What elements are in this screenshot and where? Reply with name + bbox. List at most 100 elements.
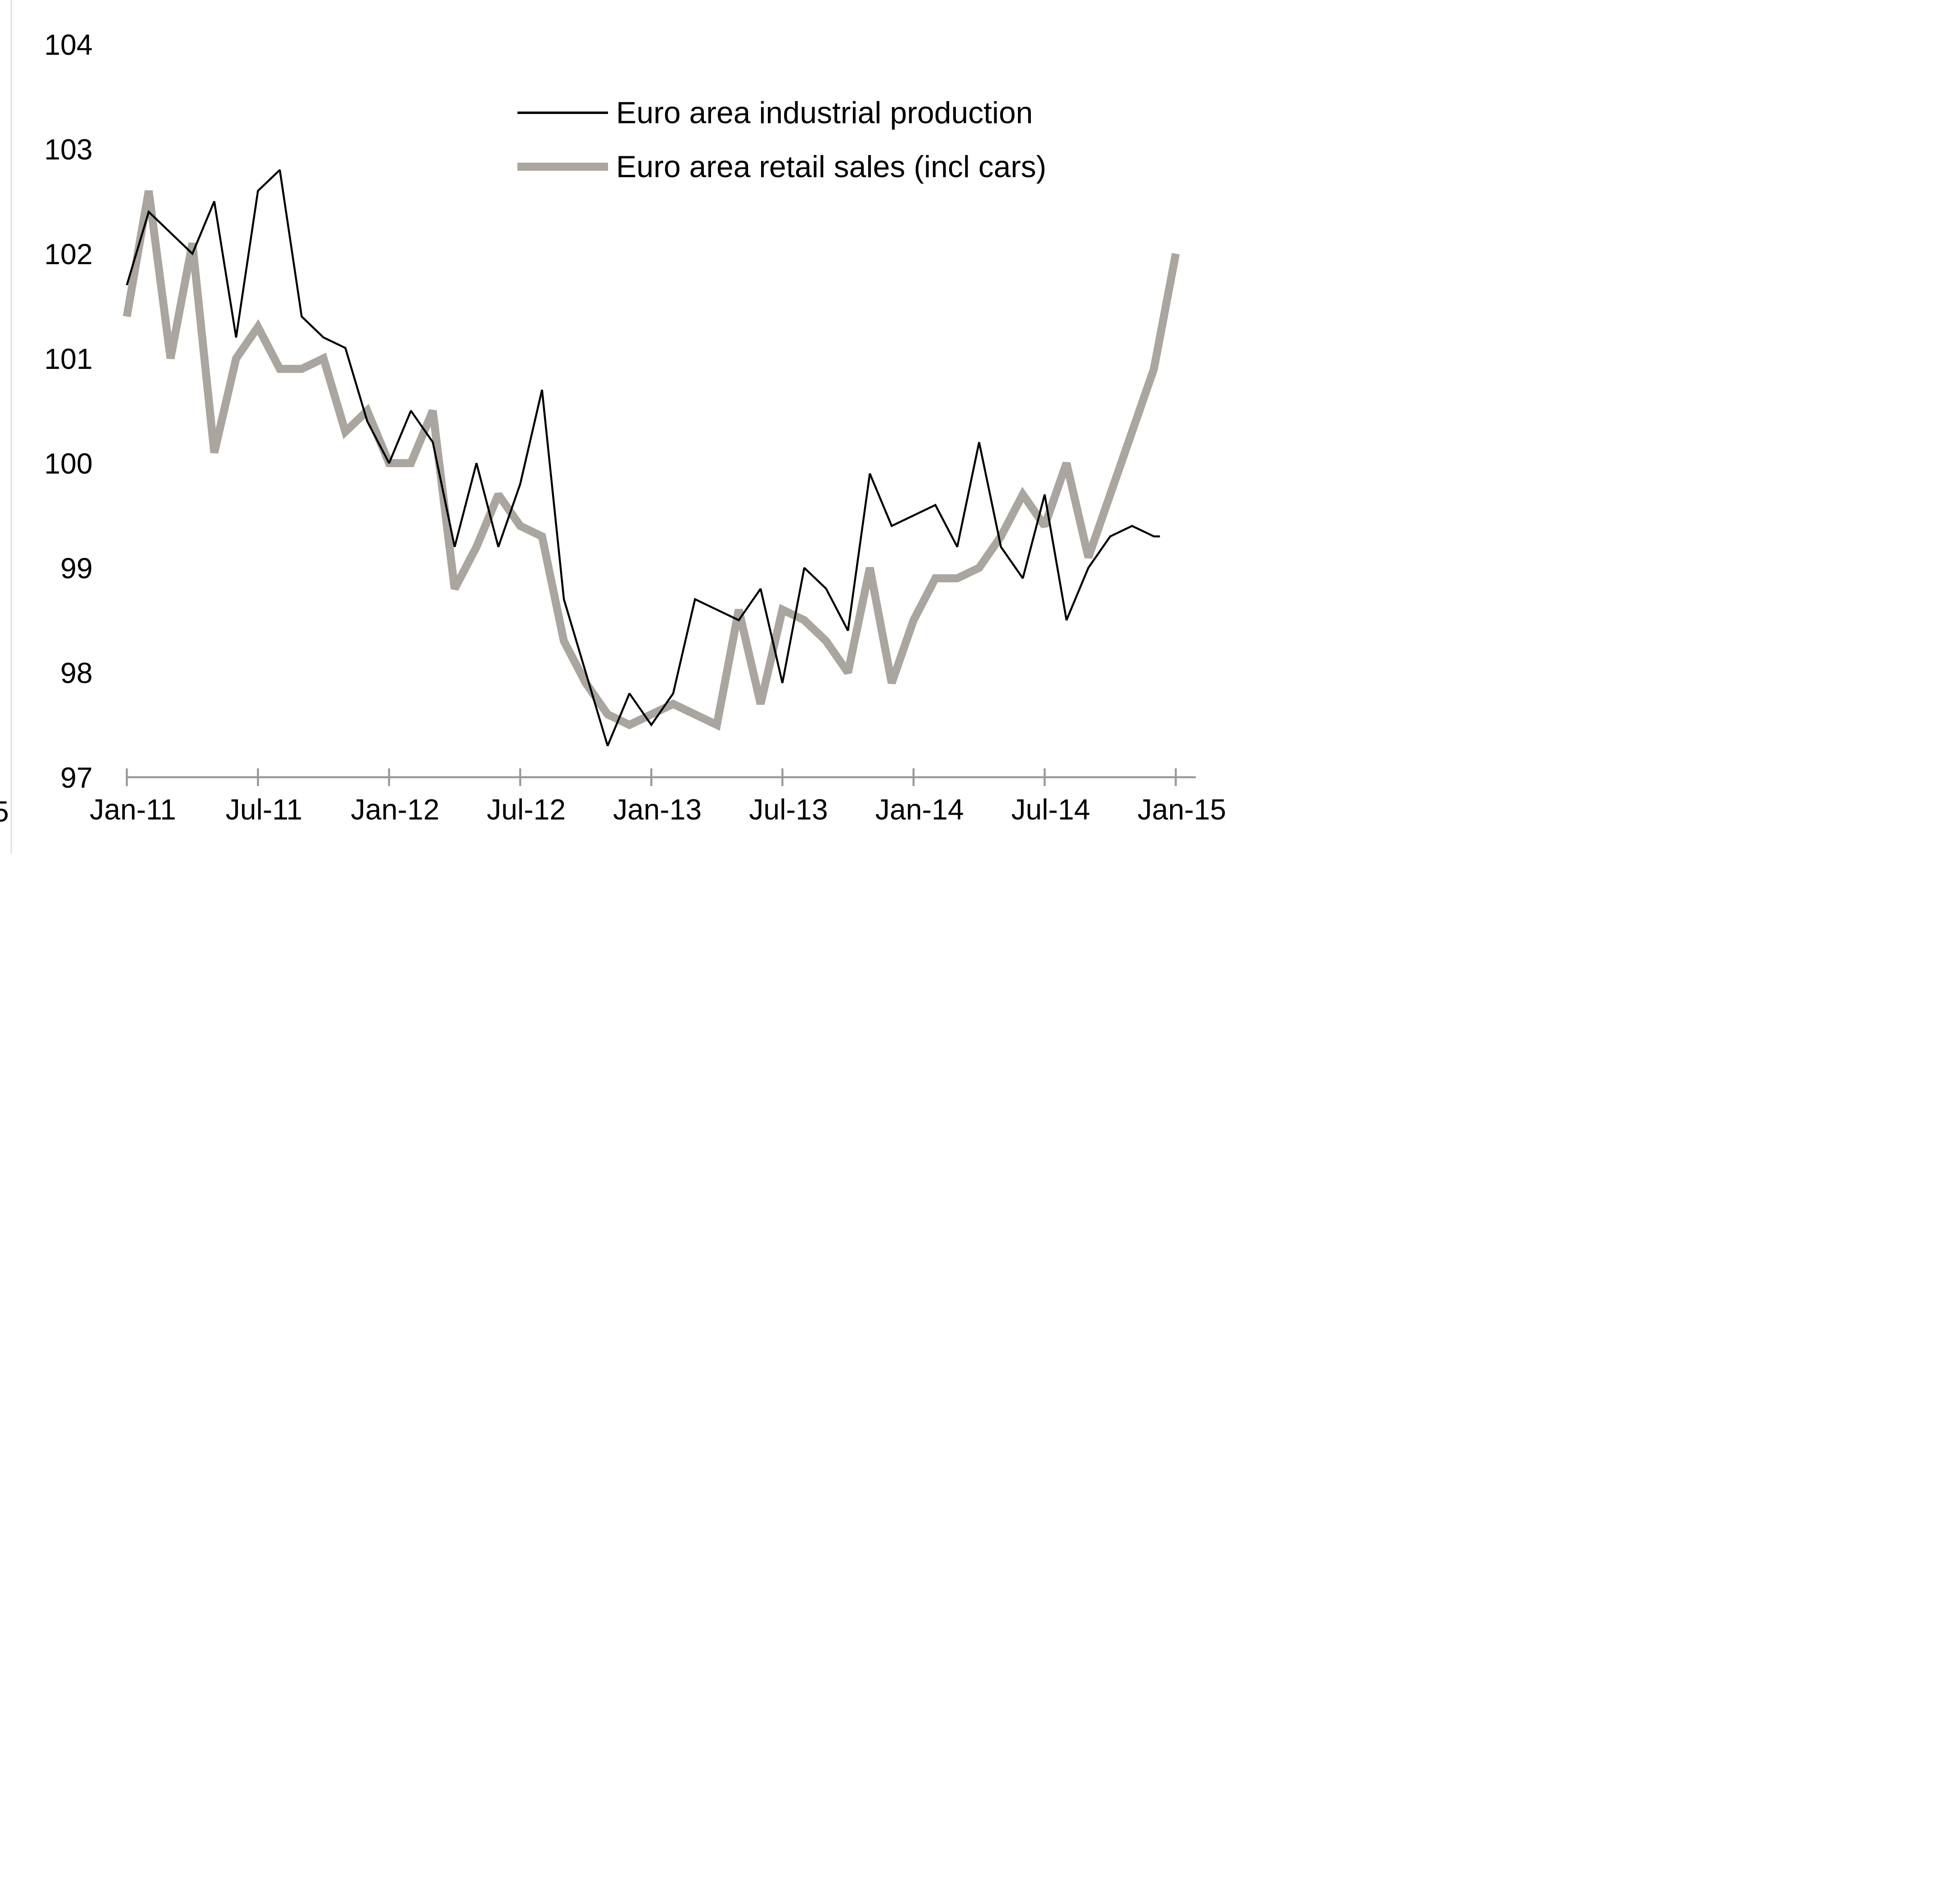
data-point-industrial-production [629, 693, 630, 694]
y-tick-label: 102 [44, 238, 93, 271]
legend-label-industrial-production: Euro area industrial production [616, 96, 1033, 130]
data-point-retail-sales [956, 577, 958, 579]
data-point-industrial-production [213, 201, 215, 202]
data-point-industrial-production [192, 253, 193, 255]
data-point-industrial-production [235, 337, 237, 338]
data-point-industrial-production [1022, 577, 1024, 579]
legend-label-retail-sales: Euro area retail sales (incl cars) [616, 150, 1047, 184]
data-point-industrial-production [738, 619, 740, 621]
x-tick-label: Jul-11 [225, 794, 302, 826]
y-axis-tick-labels: 97 98 99 100 101 102 103 104 [44, 29, 93, 794]
y-tick-label: 103 [44, 134, 93, 166]
data-point-retail-sales [366, 410, 368, 412]
data-point-retail-sales [148, 190, 149, 192]
data-point-industrial-production [126, 284, 128, 286]
data-point-industrial-production [782, 682, 783, 684]
data-point-industrial-production [825, 588, 827, 590]
data-point-industrial-production [432, 441, 434, 443]
x-axis-ticks [126, 768, 1177, 786]
data-point-industrial-production [170, 232, 172, 234]
data-point-retail-sales [1131, 431, 1133, 433]
x-tick-label: Jul-14 [1011, 794, 1090, 826]
data-point-industrial-production [935, 504, 936, 506]
series-line-retail-sales [123, 190, 1180, 731]
data-point-industrial-production [519, 483, 521, 485]
data-point-industrial-production [1109, 536, 1111, 537]
data-point-industrial-production [891, 525, 893, 527]
x-tick-label: Jul-13 [749, 794, 828, 826]
data-point-industrial-production [672, 693, 674, 694]
data-point-retail-sales [476, 546, 477, 548]
data-point-industrial-production [1088, 567, 1089, 569]
data-point-retail-sales [651, 714, 652, 715]
data-point-industrial-production [1153, 536, 1155, 537]
data-point-industrial-production [498, 546, 499, 548]
data-point-retail-sales [716, 724, 718, 726]
data-point-retail-sales [235, 358, 237, 359]
legend: Euro area industrial production Euro are… [517, 96, 1047, 184]
x-axis-tick-labels: Jan-11 Jul-11 Jan-12 Jul-12 Jan-13 Jul-13 Jan-… [90, 794, 1226, 826]
data-point-retail-sales [301, 368, 302, 370]
data-point-retail-sales [1066, 462, 1067, 464]
data-point-retail-sales [672, 703, 674, 705]
data-point-industrial-production [148, 211, 149, 213]
data-point-retail-sales [913, 619, 914, 621]
series-layer [123, 169, 1180, 746]
y-tick-label: 104 [44, 29, 93, 61]
data-point-retail-sales [585, 682, 587, 684]
x-tick-label: Jan-15 [1138, 794, 1226, 826]
data-point-industrial-production [694, 598, 696, 600]
data-point-industrial-production [716, 609, 718, 611]
x-axis: Jan-11 Jul-11 Jan-12 Jul-12 Jan-13 Jul-13 Jan-… [90, 768, 1226, 826]
data-point-industrial-production [476, 462, 477, 464]
x-tick-label: Jul-12 [487, 794, 566, 826]
data-point-industrial-production [410, 410, 412, 412]
y-tick-label: 98 [60, 657, 93, 689]
data-point-retail-sales [1109, 494, 1111, 495]
data-point-retail-sales [192, 242, 193, 244]
data-point-retail-sales [170, 358, 172, 359]
x-tick-label: Jan-11 [90, 794, 176, 826]
data-point-industrial-production [1044, 494, 1045, 495]
data-point-retail-sales [126, 316, 128, 317]
data-point-retail-sales [279, 368, 281, 370]
data-point-retail-sales [519, 525, 521, 527]
data-point-retail-sales [825, 640, 827, 642]
data-point-retail-sales [978, 567, 980, 569]
data-point-retail-sales [760, 703, 761, 705]
y-tick-label: 97 [60, 762, 93, 794]
data-point-retail-sales [782, 609, 783, 611]
data-point-retail-sales [454, 588, 455, 590]
data-point-industrial-production [803, 567, 805, 569]
data-point-industrial-production [541, 389, 543, 391]
data-point-retail-sales [213, 452, 215, 453]
data-point-industrial-production [978, 441, 980, 443]
data-point-retail-sales [629, 724, 630, 726]
data-point-retail-sales [1000, 536, 1002, 537]
data-point-retail-sales [498, 494, 499, 495]
data-point-industrial-production [279, 169, 281, 171]
data-point-retail-sales [345, 431, 346, 433]
data-point-retail-sales [738, 609, 740, 611]
data-point-industrial-production [956, 546, 958, 548]
data-point-retail-sales [257, 326, 259, 328]
data-point-industrial-production [847, 630, 849, 631]
data-point-retail-sales [869, 567, 871, 569]
clipped-left-tick-label: 5 [0, 796, 9, 828]
x-tick-label: Jan-14 [875, 794, 964, 826]
data-point-industrial-production [1066, 619, 1067, 621]
y-tick-label: 100 [44, 448, 93, 480]
data-point-industrial-production [257, 190, 259, 192]
y-tick-label: 99 [60, 553, 93, 585]
data-point-industrial-production [913, 515, 914, 516]
data-point-retail-sales [891, 682, 893, 684]
x-tick-label: Jan-12 [351, 794, 439, 826]
data-point-retail-sales [935, 577, 936, 579]
x-tick-label: Jan-13 [613, 794, 701, 826]
data-point-retail-sales [410, 462, 412, 464]
data-point-industrial-production [1000, 546, 1002, 548]
data-point-retail-sales [563, 640, 565, 642]
data-point-retail-sales [847, 672, 849, 673]
y-tick-label: 101 [44, 343, 93, 375]
